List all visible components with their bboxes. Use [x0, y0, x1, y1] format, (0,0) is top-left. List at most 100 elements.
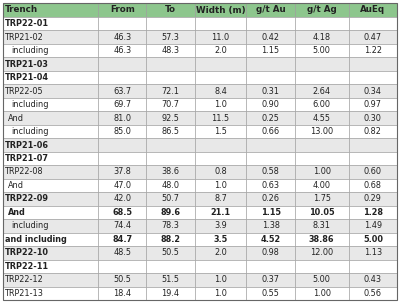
Bar — [3, 246, 98, 260]
Bar — [295, 192, 349, 206]
Text: TRP22-12: TRP22-12 — [5, 275, 44, 284]
Bar — [146, 246, 195, 260]
Text: 86.5: 86.5 — [162, 127, 180, 136]
Bar — [349, 287, 397, 300]
Bar — [98, 165, 146, 179]
Bar — [349, 125, 397, 138]
Bar — [195, 58, 246, 71]
Text: TRP21-02: TRP21-02 — [5, 33, 44, 42]
Text: 1.49: 1.49 — [364, 221, 382, 230]
Text: 0.30: 0.30 — [364, 114, 382, 123]
Text: 38.86: 38.86 — [309, 235, 334, 244]
Text: 0.66: 0.66 — [262, 127, 280, 136]
Text: 85.0: 85.0 — [114, 127, 131, 136]
Text: TRP21-13: TRP21-13 — [5, 289, 44, 298]
Bar — [246, 165, 295, 179]
Text: To: To — [165, 5, 176, 15]
Text: 1.15: 1.15 — [262, 46, 280, 55]
Bar — [195, 138, 246, 152]
Bar — [195, 31, 246, 44]
Text: And: And — [8, 208, 26, 217]
Text: 0.29: 0.29 — [364, 195, 382, 203]
Text: 21.1: 21.1 — [210, 208, 230, 217]
Text: 0.31: 0.31 — [262, 87, 280, 96]
Bar — [98, 111, 146, 125]
Bar — [295, 125, 349, 138]
Bar — [3, 98, 98, 111]
Bar — [98, 246, 146, 260]
Bar — [195, 206, 246, 219]
Text: 74.4: 74.4 — [113, 221, 132, 230]
Text: 88.2: 88.2 — [160, 235, 180, 244]
Text: 0.42: 0.42 — [262, 33, 280, 42]
Text: TRP21-03: TRP21-03 — [5, 60, 49, 69]
Text: 19.4: 19.4 — [162, 289, 180, 298]
Text: 72.1: 72.1 — [162, 87, 180, 96]
Text: 0.98: 0.98 — [262, 248, 280, 257]
Bar — [246, 84, 295, 98]
Bar — [98, 17, 146, 31]
Text: 1.28: 1.28 — [363, 208, 383, 217]
Bar — [146, 179, 195, 192]
Text: 50.5: 50.5 — [114, 275, 131, 284]
Text: 78.3: 78.3 — [162, 221, 180, 230]
Bar — [195, 3, 246, 17]
Text: including: including — [11, 127, 48, 136]
Text: 0.26: 0.26 — [262, 195, 280, 203]
Text: 0.47: 0.47 — [364, 33, 382, 42]
Bar — [3, 165, 98, 179]
Bar — [295, 287, 349, 300]
Bar — [349, 179, 397, 192]
Text: TRP22-08: TRP22-08 — [5, 168, 44, 176]
Bar — [146, 3, 195, 17]
Text: 1.38: 1.38 — [262, 221, 280, 230]
Text: 1.5: 1.5 — [214, 127, 227, 136]
Bar — [246, 152, 295, 165]
Bar — [246, 17, 295, 31]
Text: 47.0: 47.0 — [113, 181, 131, 190]
Bar — [98, 260, 146, 273]
Bar — [295, 165, 349, 179]
Bar — [98, 179, 146, 192]
Bar — [98, 138, 146, 152]
Bar — [3, 71, 98, 84]
Bar — [3, 44, 98, 58]
Bar — [146, 273, 195, 287]
Text: 13.00: 13.00 — [310, 127, 333, 136]
Bar — [349, 152, 397, 165]
Text: 1.0: 1.0 — [214, 181, 227, 190]
Bar — [195, 287, 246, 300]
Text: 4.00: 4.00 — [313, 181, 331, 190]
Bar — [349, 71, 397, 84]
Bar — [195, 17, 246, 31]
Bar — [246, 260, 295, 273]
Bar — [295, 17, 349, 31]
Bar — [195, 246, 246, 260]
Text: From: From — [110, 5, 135, 15]
Bar — [3, 260, 98, 273]
Text: 8.31: 8.31 — [313, 221, 331, 230]
Text: including: including — [11, 221, 48, 230]
Bar — [98, 287, 146, 300]
Bar — [3, 58, 98, 71]
Bar — [195, 260, 246, 273]
Text: 1.13: 1.13 — [364, 248, 382, 257]
Bar — [246, 219, 295, 233]
Text: 4.52: 4.52 — [260, 235, 281, 244]
Bar — [246, 192, 295, 206]
Bar — [349, 98, 397, 111]
Bar — [195, 111, 246, 125]
Text: 18.4: 18.4 — [113, 289, 132, 298]
Bar — [349, 138, 397, 152]
Bar — [349, 44, 397, 58]
Bar — [98, 125, 146, 138]
Bar — [246, 44, 295, 58]
Text: TRP22-11: TRP22-11 — [5, 262, 49, 271]
Bar — [146, 165, 195, 179]
Bar — [349, 17, 397, 31]
Bar — [98, 206, 146, 219]
Bar — [195, 219, 246, 233]
Text: 11.0: 11.0 — [212, 33, 230, 42]
Text: TRP22-10: TRP22-10 — [5, 248, 49, 257]
Text: 12.00: 12.00 — [310, 248, 333, 257]
